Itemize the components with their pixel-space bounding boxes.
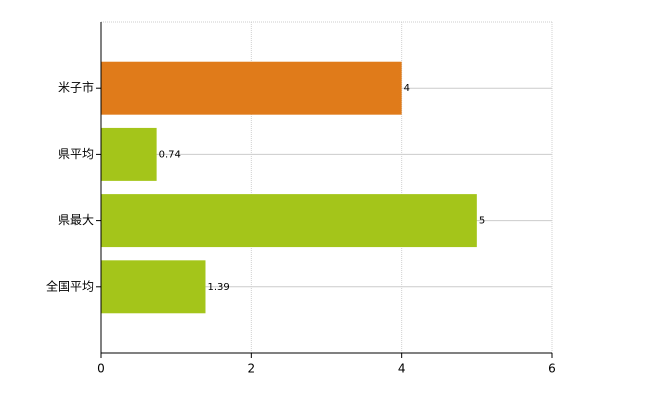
- bar: [101, 61, 402, 115]
- x-tick-label: 2: [248, 362, 256, 376]
- y-tick-label: 米子市: [58, 80, 94, 95]
- y-tick-label: 県平均: [58, 147, 94, 161]
- bar: [101, 194, 477, 248]
- bar: [101, 260, 206, 314]
- bar: [101, 127, 157, 181]
- y-tick-label: 全国平均: [46, 278, 94, 293]
- x-tick-label: 6: [548, 362, 556, 376]
- x-tick-label: 4: [398, 362, 406, 376]
- y-tick-label: 県最大: [58, 213, 94, 227]
- value-label: 4: [404, 83, 410, 94]
- value-label: 5: [479, 216, 485, 227]
- x-tick-label: 0: [97, 362, 105, 376]
- value-label: 1.39: [207, 282, 229, 293]
- value-label: 0.74: [159, 149, 181, 160]
